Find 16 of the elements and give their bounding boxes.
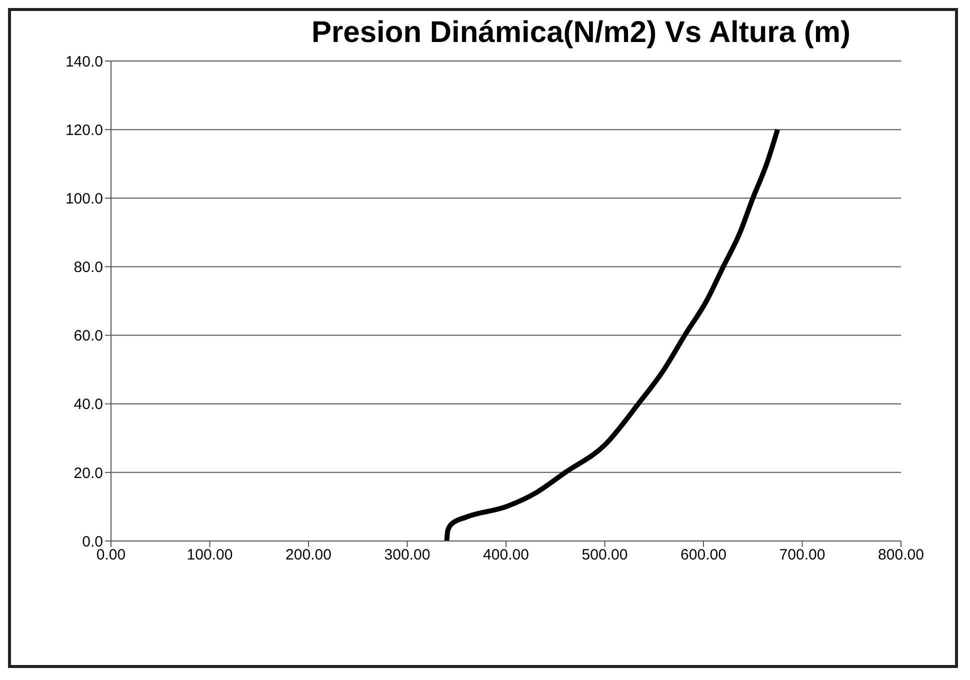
x-tick-label: 600.00 [680, 546, 726, 564]
x-tick-label: 500.00 [582, 546, 628, 564]
x-tick-label: 100.00 [186, 546, 233, 564]
y-tick-label: 20.0 [74, 464, 103, 482]
y-tick-label: 120.0 [65, 122, 103, 139]
chart-title: Presion Dinámica(N/m2) Vs Altura (m) [310, 15, 852, 51]
x-tick-label: 800.00 [878, 546, 924, 564]
y-tick-label: 140.0 [65, 53, 103, 70]
y-tick-label: 100.0 [65, 190, 103, 208]
y-tick-label: 60.0 [74, 328, 103, 345]
y-tick-label: 40.0 [74, 396, 103, 414]
x-tick-label: 200.00 [286, 546, 332, 564]
x-tick-label: 700.00 [779, 546, 826, 564]
x-tick-label: 300.00 [384, 546, 430, 564]
y-tick-label: 80.0 [74, 259, 103, 276]
x-tick-label: 400.00 [483, 546, 529, 564]
